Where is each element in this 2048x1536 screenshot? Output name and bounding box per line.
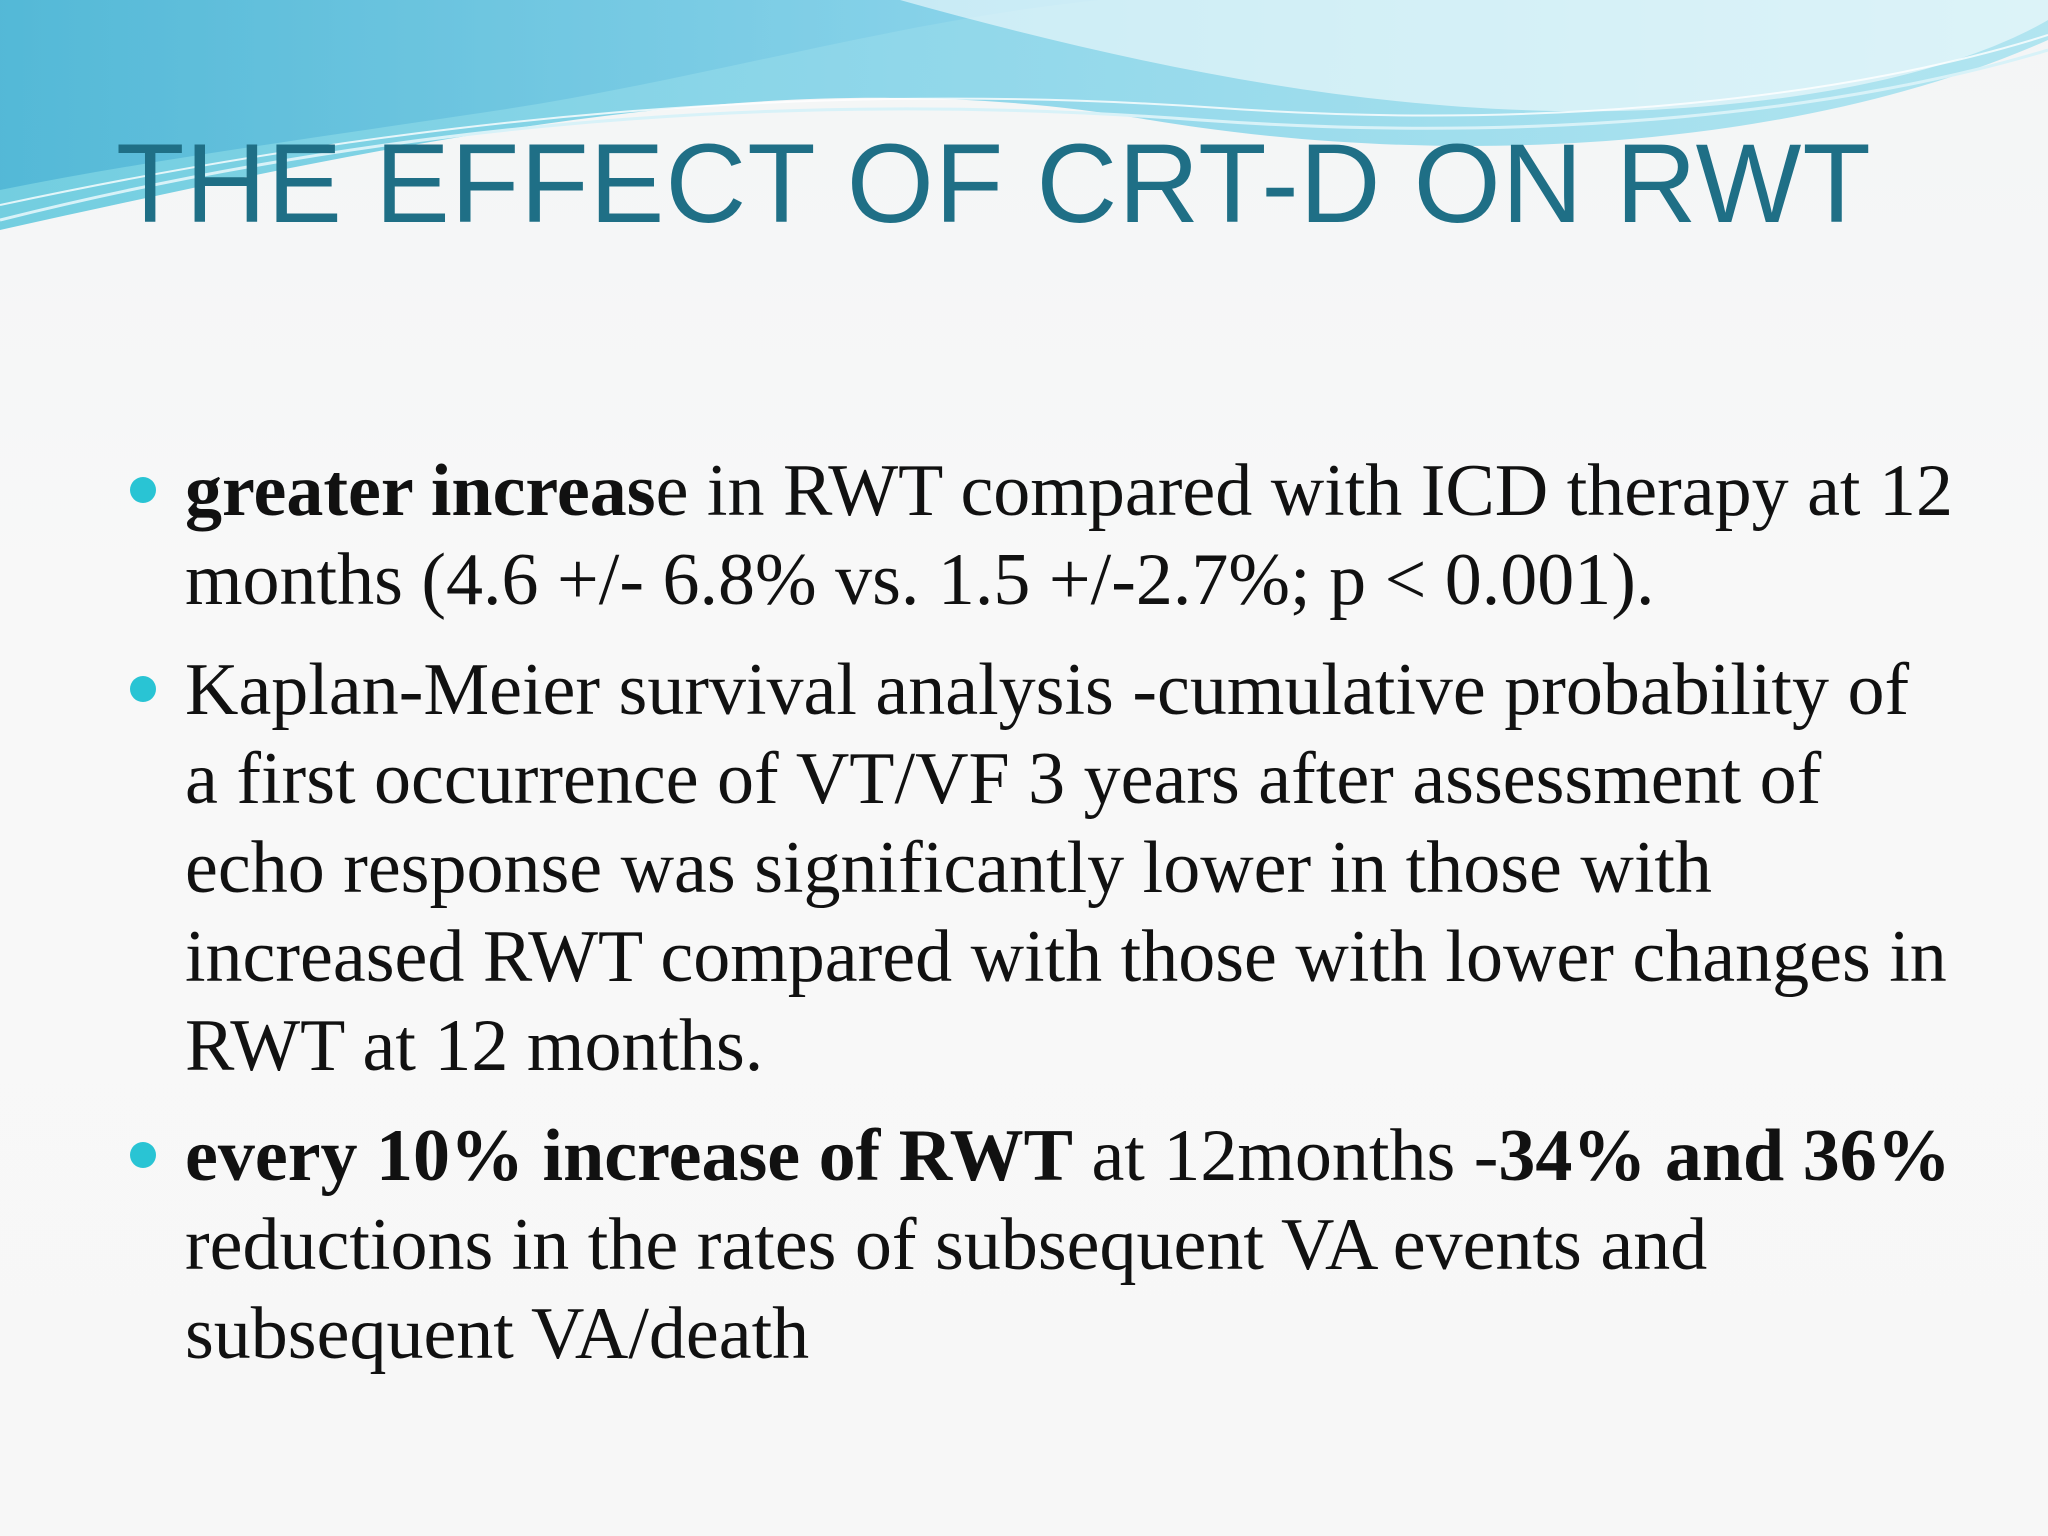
header-wave-decoration bbox=[0, 0, 2048, 230]
bullet-text: at 12months - bbox=[1072, 1115, 1499, 1197]
bullet-item: Kaplan-Meier survival analysis -cumulati… bbox=[130, 646, 1960, 1091]
bullet-item: every 10% increase of RWT at 12months -3… bbox=[130, 1112, 1960, 1379]
bullet-text: reductions in the rates of subsequent VA… bbox=[185, 1204, 1708, 1375]
bullet-text: Kaplan-Meier survival analysis -cumulati… bbox=[185, 649, 1947, 1087]
bullet-list: greater increase in RWT compared with IC… bbox=[130, 447, 1960, 1400]
bullet-text: e in RWT compared with ICD therapy at 12… bbox=[185, 450, 1953, 621]
bullet-dot-icon bbox=[130, 1142, 156, 1168]
bullet-dot-icon bbox=[130, 477, 156, 503]
bullet-text-bold: 34% and 36% bbox=[1498, 1115, 1951, 1197]
bullet-text-bold: greater increas bbox=[185, 450, 656, 532]
bullet-text-bold: every 10% increase of RWT bbox=[185, 1115, 1073, 1197]
bullet-item: greater increase in RWT compared with IC… bbox=[130, 447, 1960, 625]
bullet-dot-icon bbox=[130, 676, 156, 702]
slide-title: THE EFFECT OF CRT-D ON RWT bbox=[116, 121, 1872, 246]
